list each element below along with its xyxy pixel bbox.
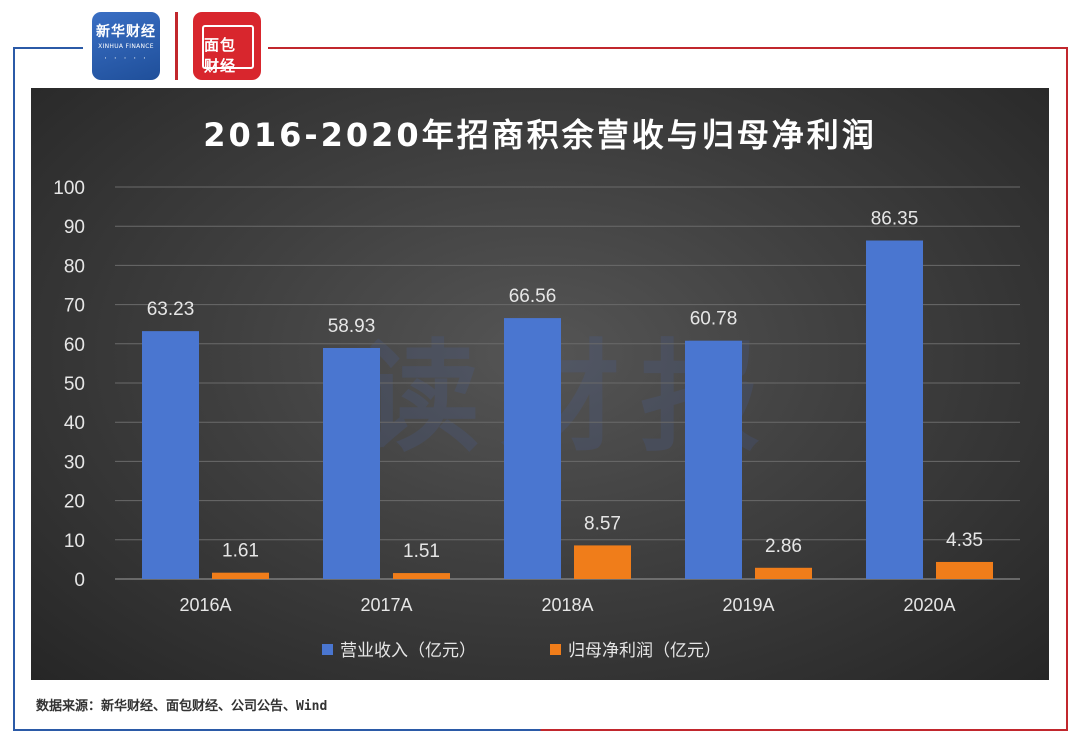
y-tick-label: 20 — [64, 492, 85, 513]
bar-net-profit — [393, 573, 450, 579]
legend-swatch-revenue — [322, 644, 333, 655]
y-tick-label: 80 — [64, 256, 85, 277]
x-tick-label: 2017A — [360, 595, 412, 615]
x-tick-label: 2016A — [179, 595, 231, 615]
bar-revenue — [323, 347, 380, 579]
data-label: 86.35 — [871, 209, 919, 230]
data-label: 63.23 — [147, 299, 195, 320]
legend-label-net-profit: 归母净利润（亿元） — [568, 641, 721, 661]
mianbao-logo-text: 面包财经 — [204, 36, 237, 75]
frame-border-top-right — [268, 47, 1068, 49]
bar-revenue — [504, 318, 561, 579]
bar-net-profit — [574, 545, 631, 579]
data-label: 66.56 — [509, 286, 557, 307]
y-tick-label: 10 — [64, 531, 85, 552]
data-label: 4.35 — [946, 530, 983, 551]
bar-revenue — [685, 340, 742, 579]
xinhua-logo-dots: · · · · · — [104, 54, 148, 64]
y-tick-label: 40 — [64, 413, 85, 434]
y-tick-label: 100 — [53, 178, 85, 199]
y-tick-label: 70 — [64, 296, 85, 317]
xinhua-logo-en-text: XINHUA FINANCE — [98, 43, 154, 50]
y-tick-label: 50 — [64, 374, 85, 395]
mianbao-finance-logo: 面包财经 — [193, 12, 261, 80]
data-label: 1.61 — [222, 541, 259, 562]
bar-net-profit — [755, 567, 812, 579]
logo-divider — [175, 12, 178, 80]
x-tick-label: 2019A — [722, 595, 774, 615]
chart-title: 2016-2020年招商积余营收与归母净利润 — [203, 116, 877, 154]
mianbao-logo-box — [202, 25, 254, 69]
xinhua-logo-cn-text: 新华财经 — [96, 24, 156, 40]
data-label: 60.78 — [690, 309, 738, 330]
data-label: 1.51 — [403, 541, 440, 562]
y-tick-label: 90 — [64, 217, 85, 238]
bar-net-profit — [936, 561, 993, 579]
xinhua-finance-logo: 新华财经 XINHUA FINANCE · · · · · — [92, 12, 160, 80]
y-tick-label: 30 — [64, 452, 85, 473]
bar-revenue — [866, 240, 923, 579]
frame-border-bottom — [13, 729, 1068, 731]
data-label: 8.57 — [584, 513, 621, 534]
data-label: 58.93 — [328, 316, 376, 337]
x-tick-label: 2020A — [903, 595, 955, 615]
y-tick-label: 0 — [74, 570, 85, 591]
frame-border-left — [13, 47, 15, 731]
bar-revenue — [142, 331, 199, 579]
y-tick-label: 60 — [64, 335, 85, 356]
data-label: 2.86 — [765, 536, 802, 557]
x-tick-label: 2018A — [541, 595, 593, 615]
legend-label-revenue: 营业收入（亿元） — [340, 641, 476, 661]
frame-border-right — [1066, 47, 1068, 731]
source-note: 数据来源：新华财经、面包财经、公司公告、Wind — [36, 699, 328, 714]
legend-swatch-net-profit — [550, 644, 561, 655]
frame-border-top-left — [13, 47, 83, 49]
bar-net-profit — [212, 572, 269, 579]
